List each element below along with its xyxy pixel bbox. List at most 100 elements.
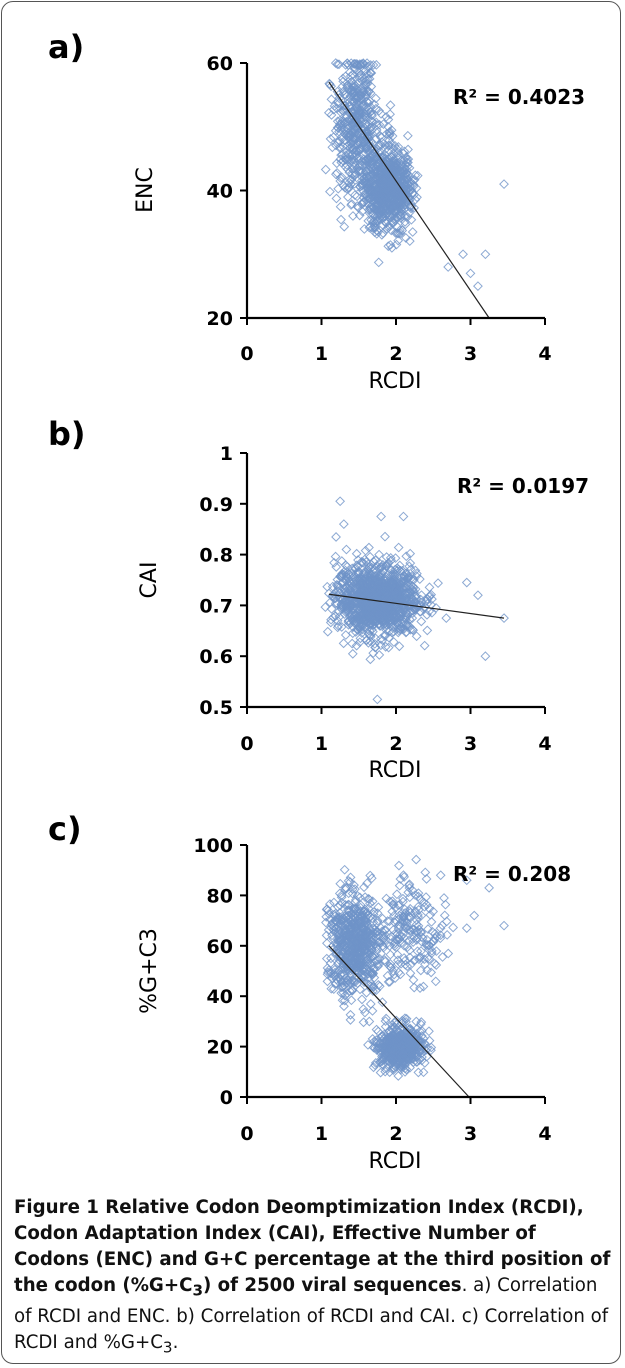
data-point bbox=[383, 211, 394, 222]
data-point bbox=[386, 616, 397, 627]
data-point bbox=[338, 638, 349, 649]
data-point bbox=[407, 924, 418, 935]
data-point bbox=[361, 89, 372, 100]
data-point bbox=[325, 133, 336, 144]
data-point bbox=[352, 191, 362, 202]
data-point bbox=[332, 944, 343, 954]
data-point bbox=[337, 568, 348, 579]
data-point bbox=[439, 893, 449, 903]
data-point bbox=[413, 891, 424, 902]
data-point bbox=[448, 922, 459, 933]
data-point bbox=[399, 953, 409, 963]
data-point bbox=[327, 142, 338, 153]
data-point bbox=[365, 911, 376, 922]
data-point bbox=[458, 249, 468, 260]
data-point bbox=[333, 620, 344, 631]
data-point bbox=[352, 890, 363, 901]
data-point bbox=[405, 907, 416, 918]
data-point bbox=[371, 985, 382, 996]
data-point bbox=[368, 170, 379, 181]
data-point bbox=[329, 101, 340, 111]
data-point bbox=[426, 967, 437, 978]
scatter-points bbox=[320, 58, 509, 292]
data-point bbox=[367, 180, 378, 190]
data-point bbox=[367, 1005, 378, 1016]
data-point bbox=[345, 965, 356, 976]
data-point bbox=[360, 600, 371, 611]
data-point bbox=[422, 594, 433, 604]
trendline bbox=[328, 81, 490, 319]
data-point bbox=[342, 183, 352, 194]
data-point bbox=[372, 1044, 383, 1055]
x-tick-label: 4 bbox=[538, 1123, 551, 1145]
data-point bbox=[367, 896, 378, 907]
data-point bbox=[352, 573, 363, 584]
data-point bbox=[335, 937, 345, 948]
x-axis-label: RCDI bbox=[369, 369, 422, 394]
data-point bbox=[394, 920, 405, 931]
data-point bbox=[363, 903, 374, 914]
data-point bbox=[366, 170, 377, 181]
data-point bbox=[371, 199, 382, 209]
data-point bbox=[363, 571, 374, 582]
data-point bbox=[429, 958, 440, 969]
data-point bbox=[349, 611, 360, 621]
data-point bbox=[365, 870, 376, 881]
data-point bbox=[420, 959, 430, 970]
data-point bbox=[367, 951, 378, 962]
data-point bbox=[395, 874, 406, 884]
data-point bbox=[326, 604, 337, 614]
data-point bbox=[473, 590, 483, 601]
data-point bbox=[340, 630, 351, 640]
data-point bbox=[343, 192, 353, 202]
data-point bbox=[340, 884, 351, 895]
x-tick-label: 4 bbox=[538, 343, 551, 365]
data-point bbox=[370, 939, 381, 949]
data-point bbox=[423, 924, 433, 934]
data-point bbox=[391, 1024, 402, 1035]
data-point bbox=[320, 602, 331, 613]
data-point bbox=[416, 1017, 427, 1027]
data-point bbox=[401, 551, 412, 562]
data-point bbox=[345, 872, 356, 883]
data-point bbox=[347, 563, 358, 574]
data-point bbox=[421, 899, 432, 910]
data-point bbox=[326, 81, 337, 92]
data-point bbox=[394, 641, 405, 652]
data-point bbox=[364, 610, 375, 621]
data-point bbox=[407, 1051, 417, 1062]
data-point bbox=[390, 902, 401, 913]
data-point bbox=[409, 594, 419, 605]
data-point bbox=[360, 935, 371, 946]
data-point bbox=[342, 58, 353, 69]
data-point bbox=[405, 903, 416, 914]
data-point bbox=[469, 910, 480, 921]
data-point bbox=[331, 193, 342, 204]
data-point bbox=[398, 583, 409, 594]
data-point bbox=[347, 614, 357, 625]
data-point bbox=[367, 223, 378, 233]
data-point bbox=[321, 904, 332, 915]
data-point bbox=[352, 60, 363, 70]
data-point bbox=[381, 111, 392, 122]
data-point bbox=[383, 140, 394, 151]
data-point bbox=[389, 1060, 399, 1071]
data-point bbox=[386, 194, 396, 205]
data-point bbox=[370, 555, 381, 566]
data-point bbox=[331, 158, 342, 169]
data-point bbox=[373, 608, 384, 619]
data-point bbox=[355, 181, 365, 192]
data-point bbox=[408, 179, 419, 190]
data-point bbox=[370, 93, 381, 104]
data-point bbox=[350, 64, 360, 75]
data-point bbox=[371, 103, 381, 114]
data-point bbox=[375, 1067, 386, 1078]
data-point bbox=[346, 589, 357, 599]
data-point bbox=[389, 166, 399, 177]
data-point bbox=[380, 586, 390, 596]
data-point bbox=[387, 1024, 398, 1035]
data-point bbox=[372, 694, 383, 705]
x-tick-label: 3 bbox=[464, 1123, 477, 1145]
data-point bbox=[360, 130, 371, 141]
